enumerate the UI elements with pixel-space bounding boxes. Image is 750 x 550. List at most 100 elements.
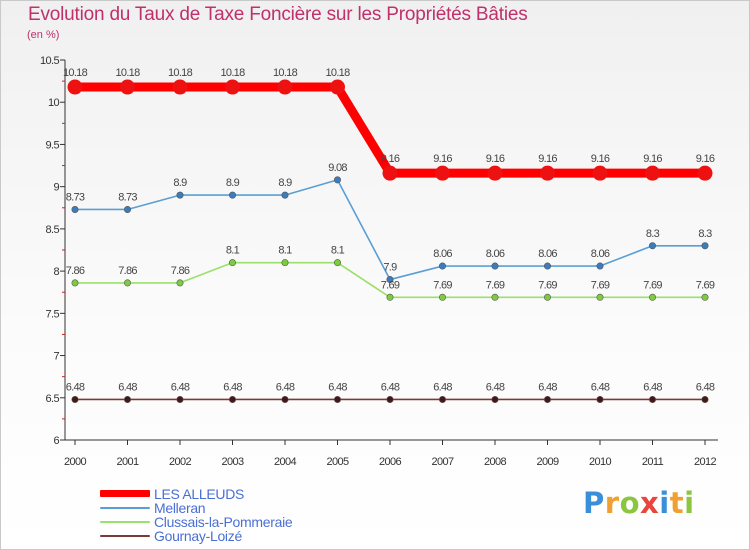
data-label: 9.16	[433, 153, 452, 165]
data-point	[71, 395, 79, 403]
data-point	[281, 395, 289, 403]
data-label: 10.18	[325, 67, 350, 79]
x-tick-label: 2006	[379, 456, 402, 468]
data-label: 7.69	[381, 279, 400, 291]
data-label: 6.48	[486, 381, 505, 393]
legend-item-clussais: Clussais-la-Pommeraie	[100, 514, 400, 530]
data-label: 7.69	[643, 279, 662, 291]
y-tick-label: 9.5	[46, 139, 60, 151]
data-label: 7.69	[696, 279, 715, 291]
data-label: 6.48	[276, 381, 295, 393]
data-label: 8.06	[538, 248, 557, 260]
data-point	[487, 165, 503, 181]
x-tick-label: 2002	[169, 456, 192, 468]
proxiti-logo: Proxiti	[583, 486, 695, 520]
data-point	[229, 191, 237, 199]
data-point	[540, 165, 555, 181]
x-tick-label: 2004	[274, 456, 297, 468]
data-point	[697, 165, 713, 181]
data-label: 9.16	[381, 153, 400, 165]
legend-swatch-clussais	[100, 521, 150, 523]
data-label: 6.48	[381, 381, 400, 393]
x-tick-label: 2012	[694, 456, 717, 468]
legend-swatch-melleran	[100, 507, 150, 509]
data-point	[281, 259, 289, 267]
data-point	[543, 395, 551, 403]
legend-item-melleran: Melleran	[100, 500, 400, 516]
data-point	[124, 279, 132, 287]
data-label: 10.18	[273, 67, 298, 79]
data-point	[124, 205, 132, 213]
data-point	[438, 293, 446, 301]
data-point	[701, 293, 709, 301]
data-point	[225, 79, 240, 95]
data-point	[382, 165, 398, 181]
data-label: 10.18	[168, 67, 193, 79]
chart-title: Evolution du Taux de Taxe Foncière sur l…	[28, 4, 528, 25]
data-point	[124, 395, 132, 403]
data-labels: 10.18 10.18 10.18 10.18 10.18 10.18 9.16 9.16 9.…	[63, 67, 716, 393]
data-point	[71, 279, 79, 287]
data-label: 7.86	[66, 265, 85, 277]
data-label: 6.48	[66, 381, 85, 393]
data-label: 6.48	[591, 381, 610, 393]
legend-label: Melleran	[154, 500, 206, 516]
series-layer	[67, 79, 713, 403]
data-label: 6.48	[538, 381, 557, 393]
data-label: 6.48	[433, 381, 452, 393]
data-label: 8.06	[591, 248, 610, 260]
data-point	[333, 259, 341, 267]
data-label: 6.48	[171, 381, 190, 393]
data-label: 9.16	[643, 153, 662, 165]
data-point	[543, 262, 551, 270]
data-label: 7.69	[591, 279, 610, 291]
x-tick-label: 2001	[116, 456, 139, 468]
logo-letter: P	[583, 486, 605, 520]
data-point	[229, 395, 237, 403]
data-point	[386, 395, 394, 403]
data-point	[543, 293, 551, 301]
logo-letter: x	[640, 486, 660, 520]
data-label: 8.9	[278, 177, 292, 189]
data-point	[67, 79, 83, 95]
data-label: 10.18	[220, 67, 245, 79]
data-point	[120, 79, 135, 95]
data-point	[281, 191, 289, 199]
y-tick-label: 7	[53, 351, 59, 363]
data-point	[438, 395, 446, 403]
data-point	[491, 395, 499, 403]
data-label: 8.06	[433, 248, 452, 260]
y-tick-label: 6.5	[46, 393, 60, 405]
logo-letter: r	[604, 486, 620, 520]
y-tick-label: 8.5	[46, 224, 60, 236]
data-point	[596, 293, 604, 301]
legend-label: Gournay-Loizé	[154, 528, 242, 544]
data-point	[701, 395, 709, 403]
logo-letter: i	[659, 486, 670, 520]
data-point	[648, 242, 656, 250]
data-point	[701, 242, 709, 250]
data-point	[277, 79, 293, 95]
data-point	[491, 262, 499, 270]
data-point	[438, 262, 446, 270]
x-tick-label: 2000	[64, 456, 87, 468]
y-tick-label: 8	[53, 266, 59, 278]
data-point	[333, 395, 341, 403]
data-label: 7.69	[538, 279, 557, 291]
data-point	[176, 279, 184, 287]
data-point	[491, 293, 499, 301]
data-point	[330, 79, 345, 95]
y-tick-label: 10	[48, 97, 60, 109]
data-point	[645, 165, 660, 181]
logo-letter: i	[684, 486, 695, 520]
data-point	[596, 395, 604, 403]
x-tick-label: 2003	[221, 456, 244, 468]
data-label: 9.16	[696, 153, 715, 165]
data-label: 6.48	[643, 381, 662, 393]
x-tick-label: 2005	[326, 456, 349, 468]
y-tick-label: 6	[53, 435, 59, 447]
data-point	[386, 276, 394, 284]
data-label: 7.69	[433, 279, 452, 291]
legend-label: LES ALLEUDS	[154, 486, 245, 502]
